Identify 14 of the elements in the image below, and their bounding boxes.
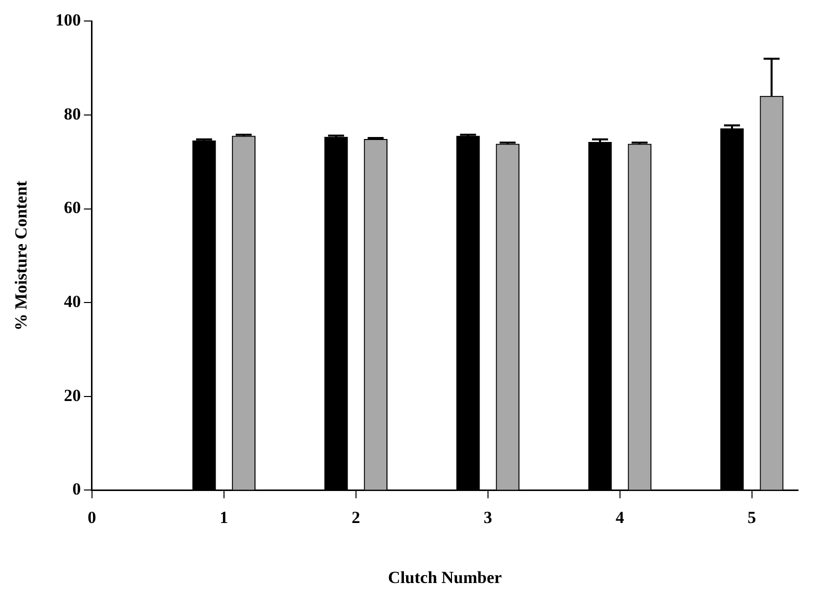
y-tick-label: 20 [64,386,81,405]
y-tick-label: 0 [72,480,81,499]
y-axis-title: % Moisture Content [12,180,31,331]
x-axis-title: Clutch Number [388,568,502,588]
y-tick-label: 60 [64,198,81,218]
x-tick-label: 0 [88,508,96,527]
x-tick-label: 1 [220,508,228,527]
y-tick-label: 100 [55,10,81,30]
x-tick-label: 3 [484,508,492,527]
x-tick-label: 4 [616,508,625,527]
y-tick-label: 40 [64,292,81,311]
y-tick-label: 80 [64,104,81,124]
x-tick-label: 2 [352,508,360,527]
x-tick-label: 5 [748,508,756,527]
